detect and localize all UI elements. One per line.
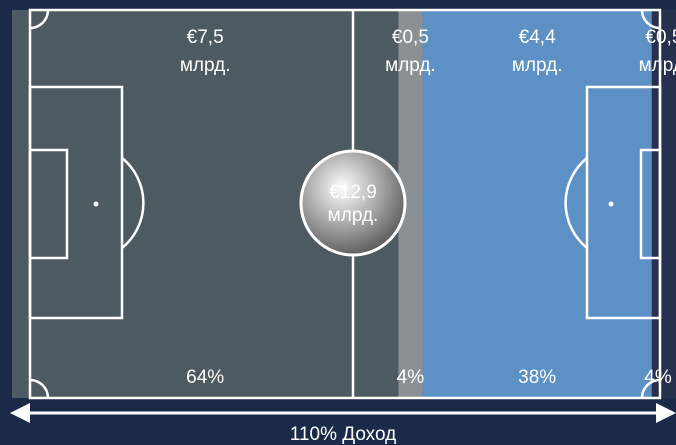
- value-label: 64%: [186, 367, 224, 388]
- center-label: €12,9: [329, 182, 377, 203]
- segment: [651, 10, 676, 398]
- center-circle: [299, 149, 407, 257]
- amount-label: €0,5: [645, 27, 676, 48]
- axis-arrow: [10, 403, 676, 423]
- amount-label: €4,4: [519, 27, 556, 48]
- amount-label: млрд.: [385, 55, 436, 76]
- amount-label: млрд.: [512, 55, 563, 76]
- value-label: 4%: [644, 367, 672, 388]
- amount-label: млрд.: [180, 55, 231, 76]
- amount-label: €7,5: [187, 27, 224, 48]
- value-label: 4%: [397, 367, 425, 388]
- segment: [422, 10, 652, 398]
- value-label: 38%: [518, 367, 556, 388]
- amount-label: млрд.: [639, 55, 676, 76]
- center-label: млрд.: [328, 205, 379, 226]
- axis-label: 110% Доход: [290, 424, 396, 445]
- amount-label: €0,5: [392, 27, 429, 48]
- pitch: [28, 8, 662, 400]
